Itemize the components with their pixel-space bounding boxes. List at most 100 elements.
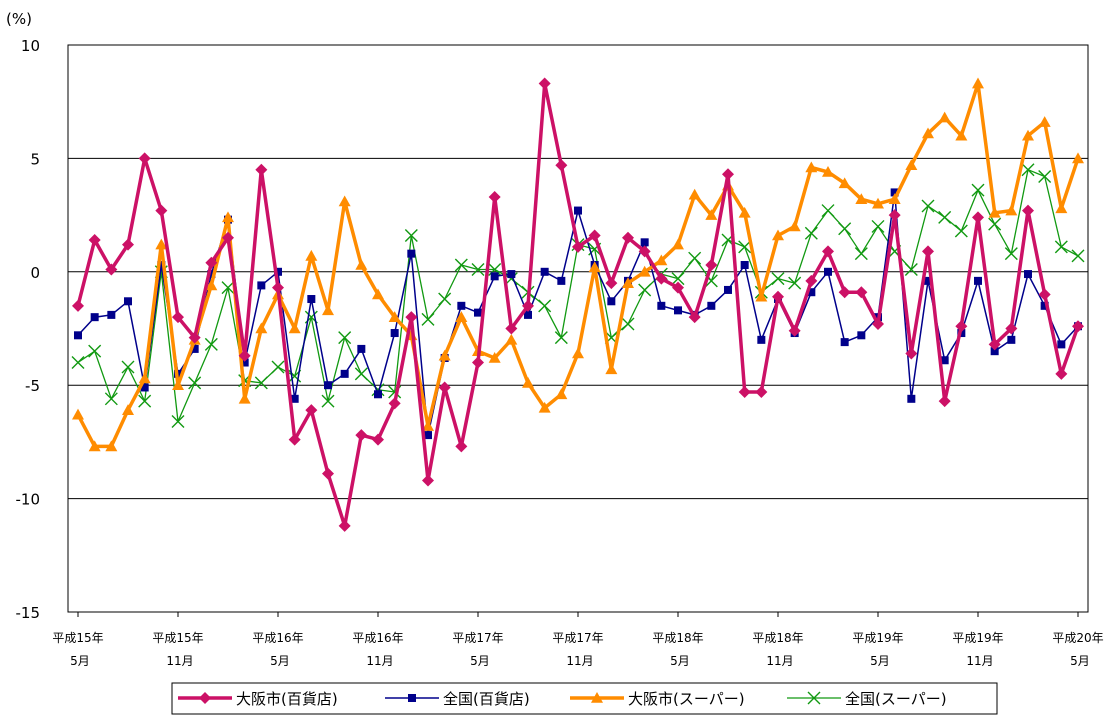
data-point (705, 209, 718, 220)
x-tick-label-month: 11月 (166, 654, 193, 668)
data-point (738, 386, 751, 399)
y-tick-label: 10 (21, 37, 40, 55)
data-point (905, 159, 918, 171)
data-point (555, 388, 568, 400)
data-point (855, 286, 868, 299)
data-point (1022, 204, 1034, 217)
data-point (805, 161, 818, 173)
data-point (788, 324, 801, 337)
data-point (121, 360, 135, 374)
legend-label: 全国(百貨店) (443, 690, 530, 708)
data-point (271, 360, 285, 374)
data-point (1007, 335, 1016, 344)
data-point (155, 238, 168, 250)
x-tick-label-month: 11月 (766, 654, 793, 668)
data-point (688, 311, 701, 324)
data-point (221, 281, 235, 295)
data-point (471, 263, 485, 277)
data-point (138, 152, 151, 165)
data-point (838, 222, 852, 236)
data-point (788, 220, 801, 232)
data-point (122, 404, 134, 415)
x-tick-label-year: 平成18年 (652, 631, 703, 645)
data-point (421, 312, 435, 326)
data-point (824, 267, 832, 276)
data-point (207, 270, 216, 279)
data-point (321, 394, 335, 408)
data-point (738, 240, 752, 254)
data-point (222, 211, 234, 223)
data-point (257, 281, 266, 290)
data-point (405, 311, 418, 324)
data-point (104, 392, 118, 406)
data-point (857, 331, 866, 340)
data-point (904, 263, 918, 277)
legend-swatch-marker (408, 694, 416, 702)
x-tick-label-month: 5月 (670, 654, 690, 668)
data-point (588, 229, 601, 242)
data-point (522, 299, 534, 312)
x-tick-label-year: 平成15年 (152, 631, 203, 645)
data-point (1055, 367, 1068, 380)
data-point (424, 431, 432, 440)
data-point (372, 288, 384, 300)
data-point (107, 310, 116, 319)
data-point (804, 226, 818, 240)
data-point (290, 394, 299, 403)
data-point (707, 301, 716, 310)
data-point (1005, 322, 1018, 335)
data-point (538, 299, 552, 313)
data-point (205, 279, 218, 291)
data-point (738, 206, 751, 218)
data-point (255, 163, 268, 176)
data-point (505, 333, 518, 345)
data-point (657, 301, 666, 310)
data-point (940, 356, 949, 365)
data-point (972, 77, 984, 89)
data-point (938, 395, 951, 408)
data-point (1040, 301, 1049, 310)
data-point (638, 245, 651, 258)
data-point (722, 168, 734, 181)
data-point (1022, 129, 1034, 141)
data-point (838, 286, 851, 299)
data-point (821, 204, 835, 218)
data-point (322, 304, 334, 316)
data-point (338, 195, 351, 207)
data-point (988, 217, 1002, 231)
data-point (788, 276, 802, 290)
data-point (138, 372, 151, 384)
data-point (105, 263, 118, 276)
data-point (507, 270, 516, 279)
data-point (688, 188, 701, 200)
data-point (1054, 240, 1068, 254)
data-point (472, 356, 484, 369)
data-point (524, 310, 532, 319)
data-point (938, 111, 951, 123)
data-point (838, 177, 851, 189)
data-point (588, 261, 601, 273)
x-tick-label-year: 平成15年 (52, 631, 103, 645)
data-point (305, 249, 318, 261)
data-point (474, 308, 482, 317)
legend-swatch-marker (591, 692, 603, 703)
data-point (355, 258, 368, 270)
data-point (388, 311, 401, 322)
data-point (574, 206, 582, 215)
x-tick-label-month: 5月 (270, 654, 290, 668)
data-point (1004, 247, 1018, 261)
data-point (538, 77, 551, 90)
series-diamond (72, 77, 1084, 532)
data-point (354, 367, 368, 381)
data-point (724, 285, 732, 294)
x-tick-label-month: 5月 (870, 654, 890, 668)
data-point (622, 231, 634, 244)
data-point (972, 211, 984, 224)
y-tick-label: -5 (25, 377, 40, 395)
data-point (1024, 270, 1032, 279)
data-point (407, 249, 416, 258)
data-point (454, 258, 468, 272)
series-lines (71, 77, 1085, 532)
data-point (172, 379, 184, 390)
